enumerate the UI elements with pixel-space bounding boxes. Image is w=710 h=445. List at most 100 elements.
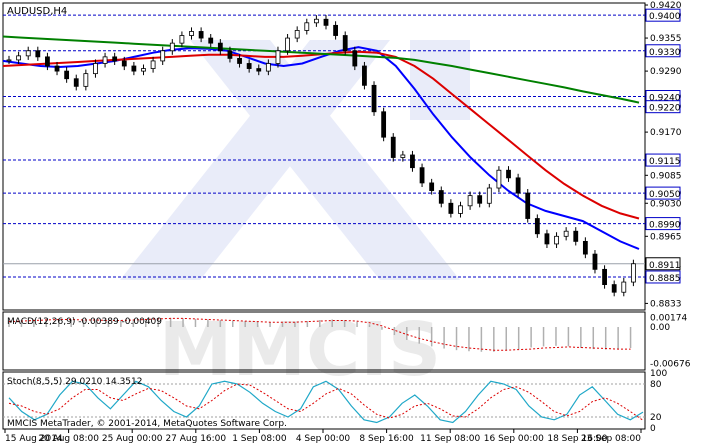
- level-label-box: [645, 217, 681, 231]
- price-panel-frame: [2, 2, 646, 311]
- candle-body: [342, 35, 348, 52]
- candle: [544, 229, 550, 248]
- candle: [390, 133, 396, 162]
- candle: [93, 59, 98, 78]
- moving-average-3: [2, 35, 640, 104]
- stoch-label: Stoch(8,5,5) 29.0210 14.3512: [7, 377, 142, 387]
- candle-body: [304, 22, 310, 31]
- candle-body: [217, 42, 223, 52]
- candle: [630, 259, 636, 287]
- price-tick-label: 0.9170: [650, 128, 682, 138]
- candle: [83, 69, 89, 91]
- candle-body: [112, 56, 118, 62]
- candle: [573, 227, 579, 246]
- candle-body: [467, 195, 473, 207]
- candle: [381, 107, 387, 142]
- candle: [160, 46, 166, 65]
- candle: [352, 46, 358, 71]
- current-price-label: 0.8911: [649, 261, 681, 271]
- candle: [554, 232, 559, 248]
- candle-body: [246, 63, 252, 69]
- candle-body: [390, 136, 396, 158]
- candle-body: [6, 59, 12, 62]
- candle-body: [35, 50, 41, 58]
- price-tick-label: 0.9355: [650, 34, 682, 44]
- candle-body: [45, 56, 50, 67]
- candle: [333, 21, 339, 40]
- candle-body: [410, 154, 415, 169]
- stoch-signal-line: [8, 383, 644, 421]
- candle-body: [323, 18, 329, 26]
- candle: [246, 59, 252, 73]
- candle: [64, 67, 70, 83]
- macd-signal-line: [8, 317, 631, 351]
- macd-label: MACD(12,26,9) -0.00389 -0.00409: [7, 317, 162, 327]
- candle: [313, 15, 319, 27]
- candle-body: [486, 187, 492, 204]
- candle-body: [227, 50, 233, 59]
- time-tick-label: 11 Sep 08:00: [420, 434, 480, 444]
- candle-body: [506, 169, 511, 179]
- level-label-box: [645, 8, 681, 22]
- candle-body: [73, 78, 79, 87]
- candle: [256, 64, 262, 76]
- candle: [73, 74, 79, 91]
- candle: [371, 81, 377, 116]
- level-label-box: [645, 270, 681, 284]
- moving-averages: [2, 35, 640, 250]
- candle-body: [285, 37, 290, 52]
- candle-body: [515, 177, 521, 194]
- price-tick-label: 0.8833: [650, 299, 682, 309]
- time-tick-label: 8 Sep 16:00: [359, 434, 414, 444]
- time-tick-label: 20 Aug 08:00: [38, 434, 99, 444]
- macd-panel-frame: [2, 311, 646, 371]
- candle-body: [592, 253, 598, 270]
- candle-body: [534, 218, 540, 235]
- time-tick-label: 4 Sep 00:00: [296, 434, 351, 444]
- time-tick-label: 16 Sep 00:00: [484, 434, 544, 444]
- level-label: 0.9115: [649, 157, 681, 167]
- candle-body: [419, 167, 425, 184]
- candle: [582, 237, 588, 259]
- candle-body: [265, 63, 271, 72]
- macd-tick-label: 0.00: [650, 323, 670, 333]
- candle: [429, 178, 435, 195]
- candle-body: [131, 65, 137, 72]
- candle-body: [630, 263, 636, 283]
- candle: [275, 46, 281, 68]
- macd-tick-label: -0.00676: [650, 359, 691, 369]
- level-label-box: [645, 100, 681, 114]
- candle: [410, 150, 415, 172]
- candle: [621, 277, 627, 297]
- candle-body: [179, 35, 185, 44]
- candle-body: [554, 235, 559, 245]
- price-tick-label: 0.9030: [650, 199, 682, 209]
- candle-body: [563, 230, 569, 237]
- time-tick-label: 15 Aug 2014: [5, 434, 63, 444]
- candle-body: [381, 111, 387, 138]
- time-tick-label: 23 Sep 08:00: [581, 434, 641, 444]
- time-tick-label: 27 Aug 16:00: [165, 434, 226, 444]
- candle-body: [150, 60, 156, 69]
- candle: [150, 56, 156, 73]
- footer-copyright: MMCIS MetaTrader, © 2001-2014, MetaQuote…: [7, 419, 287, 429]
- candle: [323, 15, 329, 30]
- candle: [25, 46, 31, 60]
- macd-tick-label: 0.00174: [650, 314, 687, 324]
- candle-body: [400, 154, 406, 158]
- time-tick-label: 18 Sep 16:00: [547, 434, 607, 444]
- candle-body: [141, 68, 146, 72]
- time-tick-label: 1 Sep 08:00: [232, 434, 287, 444]
- candle-body: [198, 31, 204, 39]
- candle-body: [208, 37, 214, 44]
- symbol-label: AUDUSD,H4: [7, 6, 67, 17]
- candle-body: [54, 65, 60, 72]
- candle-body: [438, 190, 444, 204]
- candle: [611, 280, 617, 297]
- level-label-box: [645, 44, 681, 58]
- candle: [227, 46, 233, 63]
